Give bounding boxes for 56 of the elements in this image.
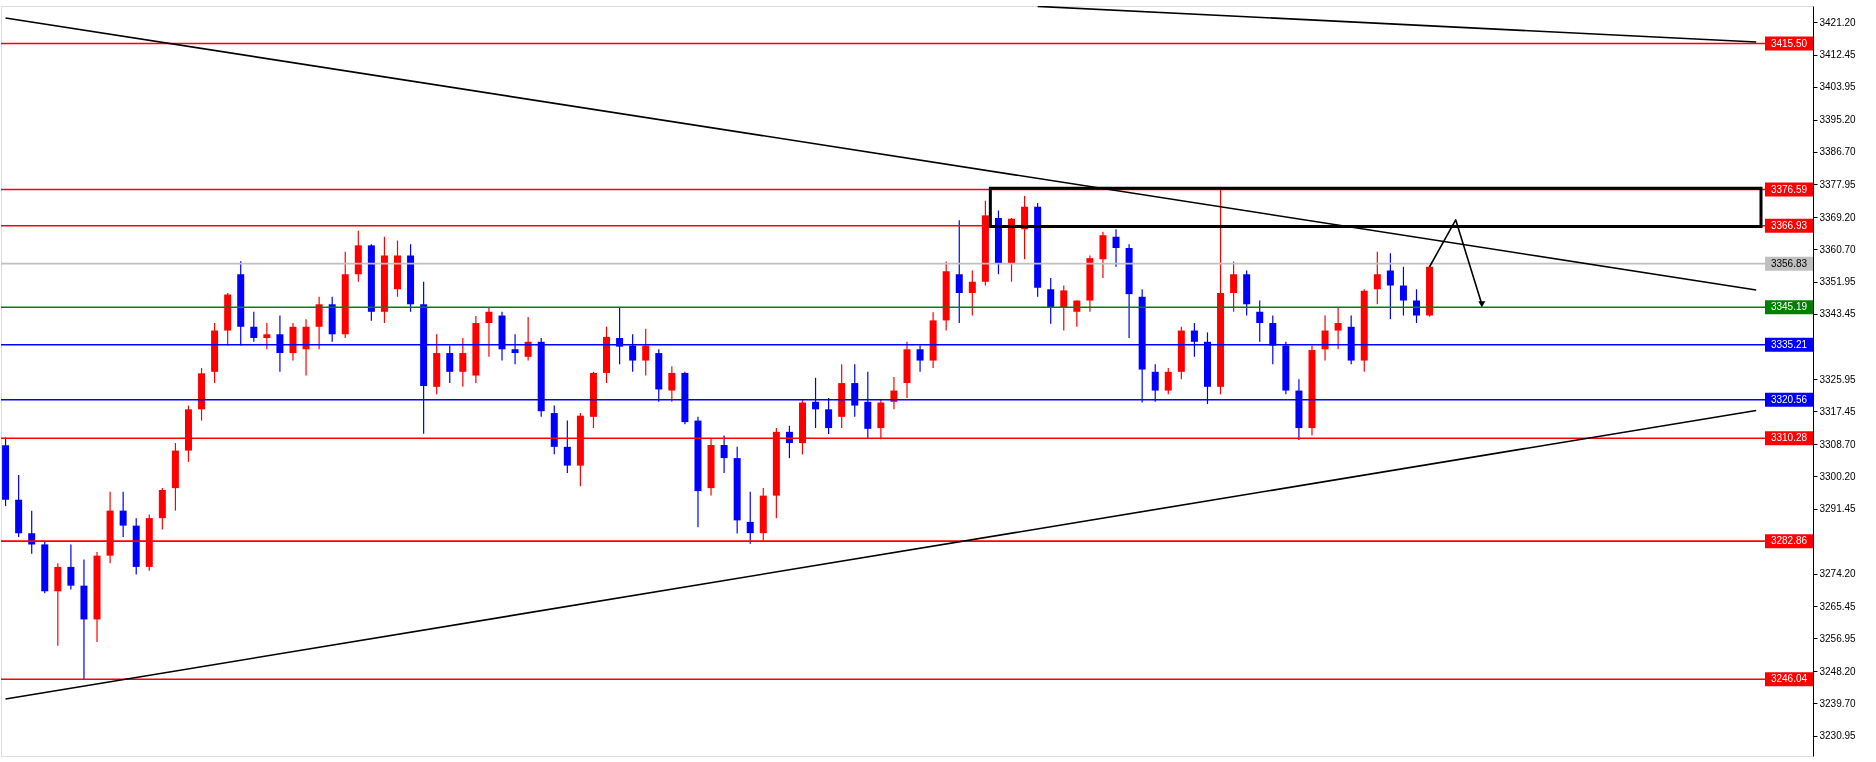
y-tick-label: 3248.20: [1819, 665, 1857, 677]
candlestick: [720, 434, 728, 474]
y-tick-label: 3325.95: [1819, 374, 1857, 385]
candlestick: [1256, 299, 1264, 343]
candlestick: [668, 365, 676, 403]
candlestick: [1112, 228, 1120, 268]
ref-line-label: 3246.04: [1770, 673, 1808, 685]
y-tick-label: 3300.20: [1819, 470, 1857, 482]
ref-line-label: 3310.28: [1770, 432, 1808, 444]
candlestick: [1373, 251, 1381, 305]
y-tick-label: 3351.95: [1819, 276, 1857, 288]
ref-line-label: 3376.59: [1770, 183, 1808, 195]
ref-line-label: 3335.21: [1770, 338, 1808, 350]
candlestick: [1164, 367, 1172, 395]
candlestick: [315, 296, 323, 350]
ref-line-label: 3356.83: [1770, 257, 1808, 269]
candlestick: [1386, 252, 1394, 320]
ref-line-label: 3415.50: [1770, 37, 1808, 49]
y-tick-label: 3386.70: [1819, 146, 1857, 158]
y-tick-label: 3308.70: [1819, 438, 1857, 450]
y-tick-label: 3265.45: [1819, 600, 1857, 612]
y-tick-label: 3343.45: [1819, 308, 1857, 320]
ref-line-label: 3320.56: [1770, 393, 1808, 405]
y-tick-label: 3395.20: [1819, 114, 1857, 126]
y-tick-label: 3377.95: [1819, 178, 1857, 190]
candlestick: [1230, 260, 1238, 313]
y-tick-label: 3291.45: [1819, 503, 1857, 515]
y-tick-label: 3230.95: [1819, 730, 1857, 742]
candlestick: [1334, 307, 1342, 350]
candlestick: [119, 491, 127, 538]
y-tick-label: 3360.70: [1819, 243, 1857, 255]
candlestick: [968, 269, 976, 317]
candlestick: [955, 219, 963, 324]
candlestick: [563, 419, 571, 474]
candlestick: [1060, 284, 1068, 332]
ref-line-label: 3345.19: [1770, 301, 1808, 313]
candlestick: [1047, 277, 1055, 325]
y-tick-label: 3403.95: [1819, 81, 1857, 93]
y-tick-label: 3369.20: [1819, 211, 1857, 223]
candlestick: [67, 543, 75, 591]
y-tick-label: 3239.70: [1819, 697, 1857, 709]
y-tick-label: 3274.20: [1819, 568, 1857, 580]
candlestick: [485, 307, 493, 358]
candlestick: [1413, 288, 1420, 324]
candlestick: [459, 337, 467, 388]
candlestick: [250, 311, 258, 343]
candlestick: [1399, 266, 1407, 317]
candlestick: [642, 328, 650, 377]
y-tick-label: 3317.45: [1819, 405, 1857, 417]
ref-line-label: 3366.93: [1770, 219, 1808, 231]
candlestick: [746, 491, 754, 545]
y-tick-label: 3412.45: [1819, 49, 1857, 61]
y-tick-label: 3421.20: [1819, 16, 1857, 28]
candlestick: [263, 322, 271, 350]
y-tick-label: 3256.95: [1819, 632, 1857, 644]
ref-line-label: 3282.86: [1770, 535, 1808, 547]
